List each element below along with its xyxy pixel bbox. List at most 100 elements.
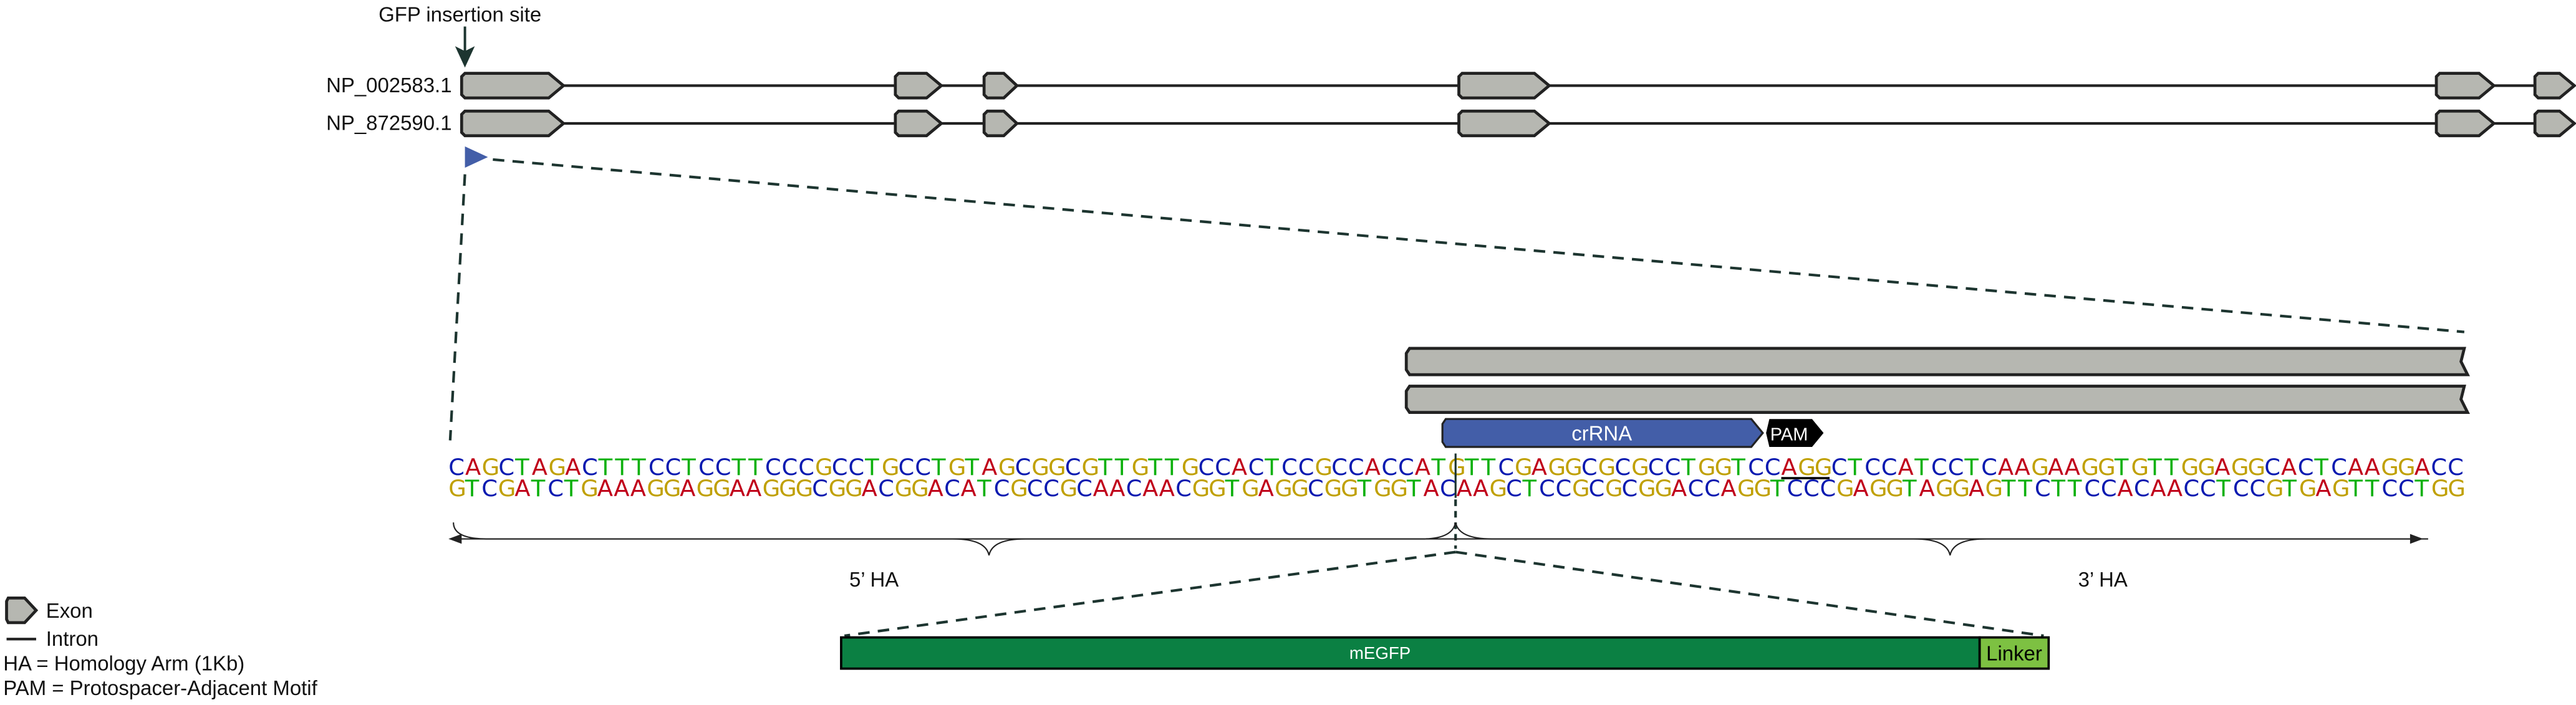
base-C: C <box>481 475 498 502</box>
base-G: G <box>1598 454 1616 481</box>
base-C: C <box>1765 454 1781 481</box>
base-C: C <box>848 454 864 481</box>
base-T: T <box>1847 454 1862 481</box>
base-C: C <box>1348 454 1364 481</box>
base-A: A <box>1853 475 1868 502</box>
base-A: A <box>514 475 530 502</box>
base-G: G <box>1572 475 1590 502</box>
base-C: C <box>944 475 960 502</box>
base-C: C <box>2233 475 2249 502</box>
base-G: G <box>1737 475 1755 502</box>
base-G: G <box>1798 454 1816 481</box>
base-C: C <box>1787 475 1803 502</box>
base-T: T <box>598 454 613 481</box>
base-C: C <box>899 454 915 481</box>
base-C: C <box>448 454 465 481</box>
base-G: G <box>1698 454 1716 481</box>
base-T: T <box>681 454 696 481</box>
base-T: T <box>2164 454 2179 481</box>
base-T: T <box>2313 454 2328 481</box>
base-G: G <box>1565 454 1583 481</box>
base-A: A <box>630 475 646 502</box>
base-G: G <box>2031 454 2049 481</box>
base-T: T <box>1406 475 1421 502</box>
base-C: C <box>1803 475 1820 502</box>
base-T: T <box>931 454 946 481</box>
base-G: G <box>2431 475 2449 502</box>
base-T: T <box>564 475 579 502</box>
base-C: C <box>915 454 931 481</box>
base-C: C <box>1398 454 1414 481</box>
base-G: G <box>1655 475 1673 502</box>
base-T: T <box>1770 475 1785 502</box>
zoom-guide-right <box>493 158 2465 333</box>
base-C: C <box>1126 475 1142 502</box>
base-G: G <box>1548 454 1566 481</box>
exon <box>1457 72 1552 100</box>
base-T: T <box>2365 475 2380 502</box>
base-G: G <box>663 475 682 502</box>
insert-guide-left <box>844 550 1456 638</box>
base-G: G <box>2332 475 2350 502</box>
base-C: C <box>1506 475 1522 502</box>
base-T: T <box>1430 454 1445 481</box>
base-C: C <box>715 454 731 481</box>
base-C: C <box>1043 475 1059 502</box>
base-G: G <box>1836 475 1855 502</box>
base-G: G <box>1754 475 1772 502</box>
base-G: G <box>2231 454 2249 481</box>
base-T: T <box>1147 454 1162 481</box>
zoom-guide-left <box>448 174 466 441</box>
base-A: A <box>1142 475 1158 502</box>
base-C: C <box>1498 454 1514 481</box>
base-C: C <box>812 475 828 502</box>
base-A: A <box>1457 475 1472 502</box>
base-C: C <box>1065 454 1081 481</box>
exon <box>460 109 566 138</box>
legend-exon: Exon <box>46 599 93 622</box>
base-A: A <box>2167 475 2183 502</box>
base-C: C <box>1748 454 1764 481</box>
exon-legend-icon <box>5 596 39 625</box>
base-A: A <box>2365 454 2380 481</box>
insertion-arrow-icon <box>455 26 475 68</box>
pam-feature: PAM <box>1766 419 1824 447</box>
base-G: G <box>2081 454 2099 481</box>
insert-guide-right <box>1455 550 2044 638</box>
base-T: T <box>2348 475 2363 502</box>
base-A: A <box>2065 454 2080 481</box>
base-G: G <box>1275 475 1293 502</box>
base-G: G <box>1031 454 1049 481</box>
base-C: C <box>1381 454 1397 481</box>
base-A: A <box>2348 454 2363 481</box>
legend: Exon Intron HA = Homology Arm (1Kb) PAM … <box>3 596 318 699</box>
base-T: T <box>1964 454 1979 481</box>
base-C: C <box>1948 454 1964 481</box>
base-T: T <box>1464 454 1479 481</box>
base-C: C <box>1981 454 1997 481</box>
base-G: G <box>1132 454 1150 481</box>
base-G: G <box>2381 454 2399 481</box>
base-G: G <box>482 454 500 481</box>
base-G: G <box>2448 475 2466 502</box>
base-T: T <box>465 475 480 502</box>
base-A: A <box>1109 475 1125 502</box>
base-G: G <box>1081 454 1099 481</box>
base-T: T <box>514 454 529 481</box>
base-C: C <box>1556 475 1572 502</box>
transcript-label-1: NP_002583.1 <box>326 74 451 97</box>
base-C: C <box>2200 475 2216 502</box>
base-A: A <box>982 454 997 481</box>
base-C: C <box>548 475 564 502</box>
base-T: T <box>1264 454 1279 481</box>
base-T: T <box>2050 475 2065 502</box>
transcript-label-2: NP_872590.1 <box>326 112 451 135</box>
base-C: C <box>1665 454 1681 481</box>
base-T: T <box>1097 454 1112 481</box>
base-G: G <box>1060 475 1078 502</box>
zoomed-exon-2 <box>1404 385 2470 415</box>
base-C: C <box>1539 475 1555 502</box>
base-C: C <box>1931 454 1947 481</box>
base-C: C <box>1581 454 1598 481</box>
base-A: A <box>961 475 977 502</box>
